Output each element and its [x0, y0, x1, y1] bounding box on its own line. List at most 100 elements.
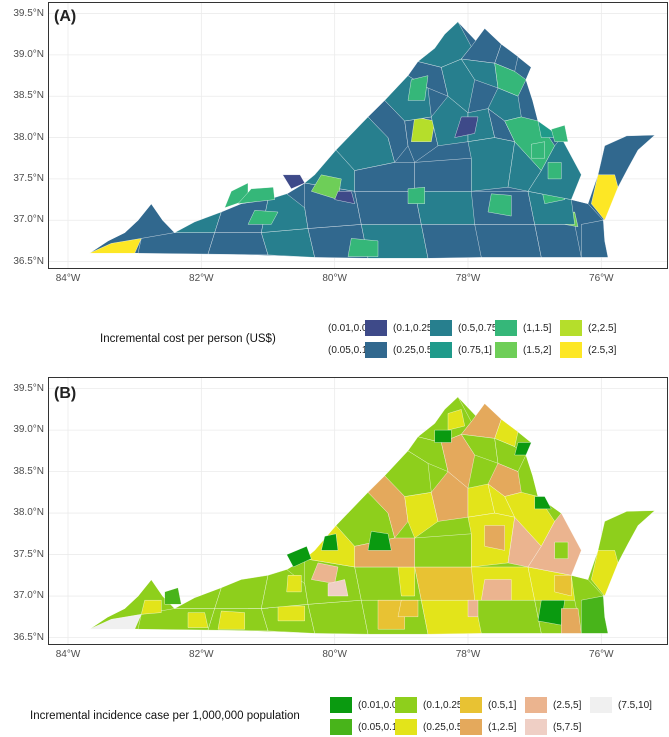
b-legend-swatch	[330, 697, 352, 713]
map-b-county	[537, 599, 565, 626]
b-legend-label: (0.05,0.1]	[358, 721, 401, 733]
panel-a-y-tick-label: 38.0°N	[13, 131, 44, 143]
a-legend-swatch	[365, 320, 387, 336]
b-legend-swatch	[330, 719, 352, 735]
a-legend-swatch	[495, 320, 517, 336]
b-legend-label: (7.5,10]	[618, 699, 652, 711]
map-a-county	[487, 193, 512, 217]
a-legend-label: (0.5,0.75]	[458, 322, 501, 334]
a-legend-label: (2,2.5]	[588, 322, 617, 334]
panel-a-y-tick-label: 37.0°N	[13, 214, 44, 226]
map-a-county	[407, 75, 429, 101]
map-b-county	[474, 599, 542, 634]
b-legend-key: (0.05,0.1]	[330, 719, 400, 735]
a-legend-label: (1.5,2]	[523, 344, 552, 356]
map-a-county	[247, 210, 279, 225]
a-legend-swatch	[430, 320, 452, 336]
map-a-county	[411, 116, 435, 142]
a-legend-key: (1,1.5]	[495, 320, 551, 336]
a-legend-key: (2,2.5]	[560, 320, 616, 336]
map-b-county	[561, 608, 582, 634]
map-a-county	[550, 124, 569, 142]
map-b-county	[217, 610, 245, 630]
map-b-county	[307, 599, 369, 635]
panel-a-x-tick-label: 80°W	[322, 273, 347, 284]
map-b-county	[591, 550, 619, 597]
b-legend-key: (0.5,1]	[460, 697, 516, 713]
a-legend-label: (1,1.5]	[523, 322, 552, 334]
b-legend-key: (1,2.5]	[460, 719, 516, 735]
b-legend-swatch	[525, 719, 547, 735]
map-a-county	[237, 186, 275, 205]
panel-a-y-tick-label: 38.5°N	[13, 90, 44, 102]
map-b-county	[310, 562, 339, 584]
a-legend-label: (0.01,0.05]	[328, 322, 376, 334]
panel-a-y-tick-label: 37.5°N	[13, 172, 44, 184]
b-legend-label: (5,7.5]	[553, 721, 582, 733]
a-legend-swatch	[300, 342, 322, 358]
map-b	[48, 377, 668, 645]
panel-b-y-tick-label: 38.0°N	[13, 507, 44, 519]
legend-a-title: Incremental cost per person (US$)	[100, 333, 276, 345]
map-a-county	[282, 174, 306, 190]
panel-b-y-tick-label: 39.5°N	[13, 382, 44, 394]
map-a	[48, 2, 668, 269]
b-legend-swatch	[395, 697, 417, 713]
map-b-county	[277, 605, 305, 622]
map-b-county	[286, 575, 302, 593]
map-a-county	[531, 141, 545, 159]
map-b-county	[434, 429, 452, 443]
b-legend-key: (0.01,0.05]	[330, 697, 406, 713]
b-legend-swatch	[460, 719, 482, 735]
a-legend-swatch	[560, 342, 582, 358]
panel-b-x-tick-label: 76°W	[589, 649, 614, 660]
panel-a	[48, 2, 668, 269]
map-b-county	[481, 579, 512, 601]
map-a-county	[207, 232, 269, 256]
panel-b-x-tick-label: 84°W	[55, 649, 81, 660]
panel-a-label: (A)	[54, 8, 77, 25]
map-a-county	[467, 137, 515, 192]
map-a-county	[334, 191, 356, 205]
b-legend-key: (7.5,10]	[590, 697, 652, 713]
a-legend-key: (2.5,3]	[560, 342, 616, 358]
panel-a-x-tick-label: 76°W	[589, 273, 614, 284]
map-b-county	[581, 595, 609, 634]
a-legend-key: (0.5,0.75]	[430, 320, 500, 336]
a-legend-key: (0.75,1]	[430, 342, 492, 358]
map-b-county	[414, 566, 475, 601]
a-legend-label: (0.75,1]	[458, 344, 492, 356]
panel-b-y-tick-label: 38.5°N	[13, 465, 44, 477]
panel-a-x-tick-label: 78°W	[455, 273, 481, 284]
a-legend-swatch	[560, 320, 582, 336]
a-legend-label: (2.5,3]	[588, 344, 617, 356]
map-b-county	[214, 574, 269, 609]
panel-b-x-tick-label: 80°W	[322, 649, 347, 660]
map-a-county	[474, 224, 542, 258]
map-a-county	[347, 238, 379, 257]
b-legend-label: (0.01,0.05]	[358, 699, 406, 711]
b-legend-key: (2.5,5]	[525, 697, 581, 713]
map-a-county	[547, 162, 562, 180]
map-b-county	[514, 442, 532, 456]
a-legend-label: (0.1,0.25]	[393, 322, 436, 334]
map-a-county	[260, 228, 316, 258]
panel-b-x-tick-label: 78°W	[455, 649, 481, 660]
panel-a-y-tick-label: 39.5°N	[13, 7, 44, 19]
panel-b	[48, 377, 668, 645]
map-a-county	[354, 162, 415, 192]
panel-a-y-tick-label: 39.0°N	[13, 48, 44, 60]
b-legend-swatch	[395, 719, 417, 735]
a-legend-label: (0.05,0.1]	[328, 344, 371, 356]
map-a-county	[310, 174, 342, 200]
map-b-county	[140, 599, 162, 615]
map-b-county	[187, 612, 209, 628]
b-legend-swatch	[590, 697, 612, 713]
map-a-county	[407, 186, 425, 204]
panel-a-x-tick-label: 82°W	[189, 273, 214, 284]
panel-b-y-tick-label: 39.0°N	[13, 424, 44, 436]
map-b-county	[467, 599, 479, 618]
map-a-county	[417, 21, 472, 68]
map-a-county	[534, 224, 582, 258]
map-b-county	[327, 579, 349, 597]
